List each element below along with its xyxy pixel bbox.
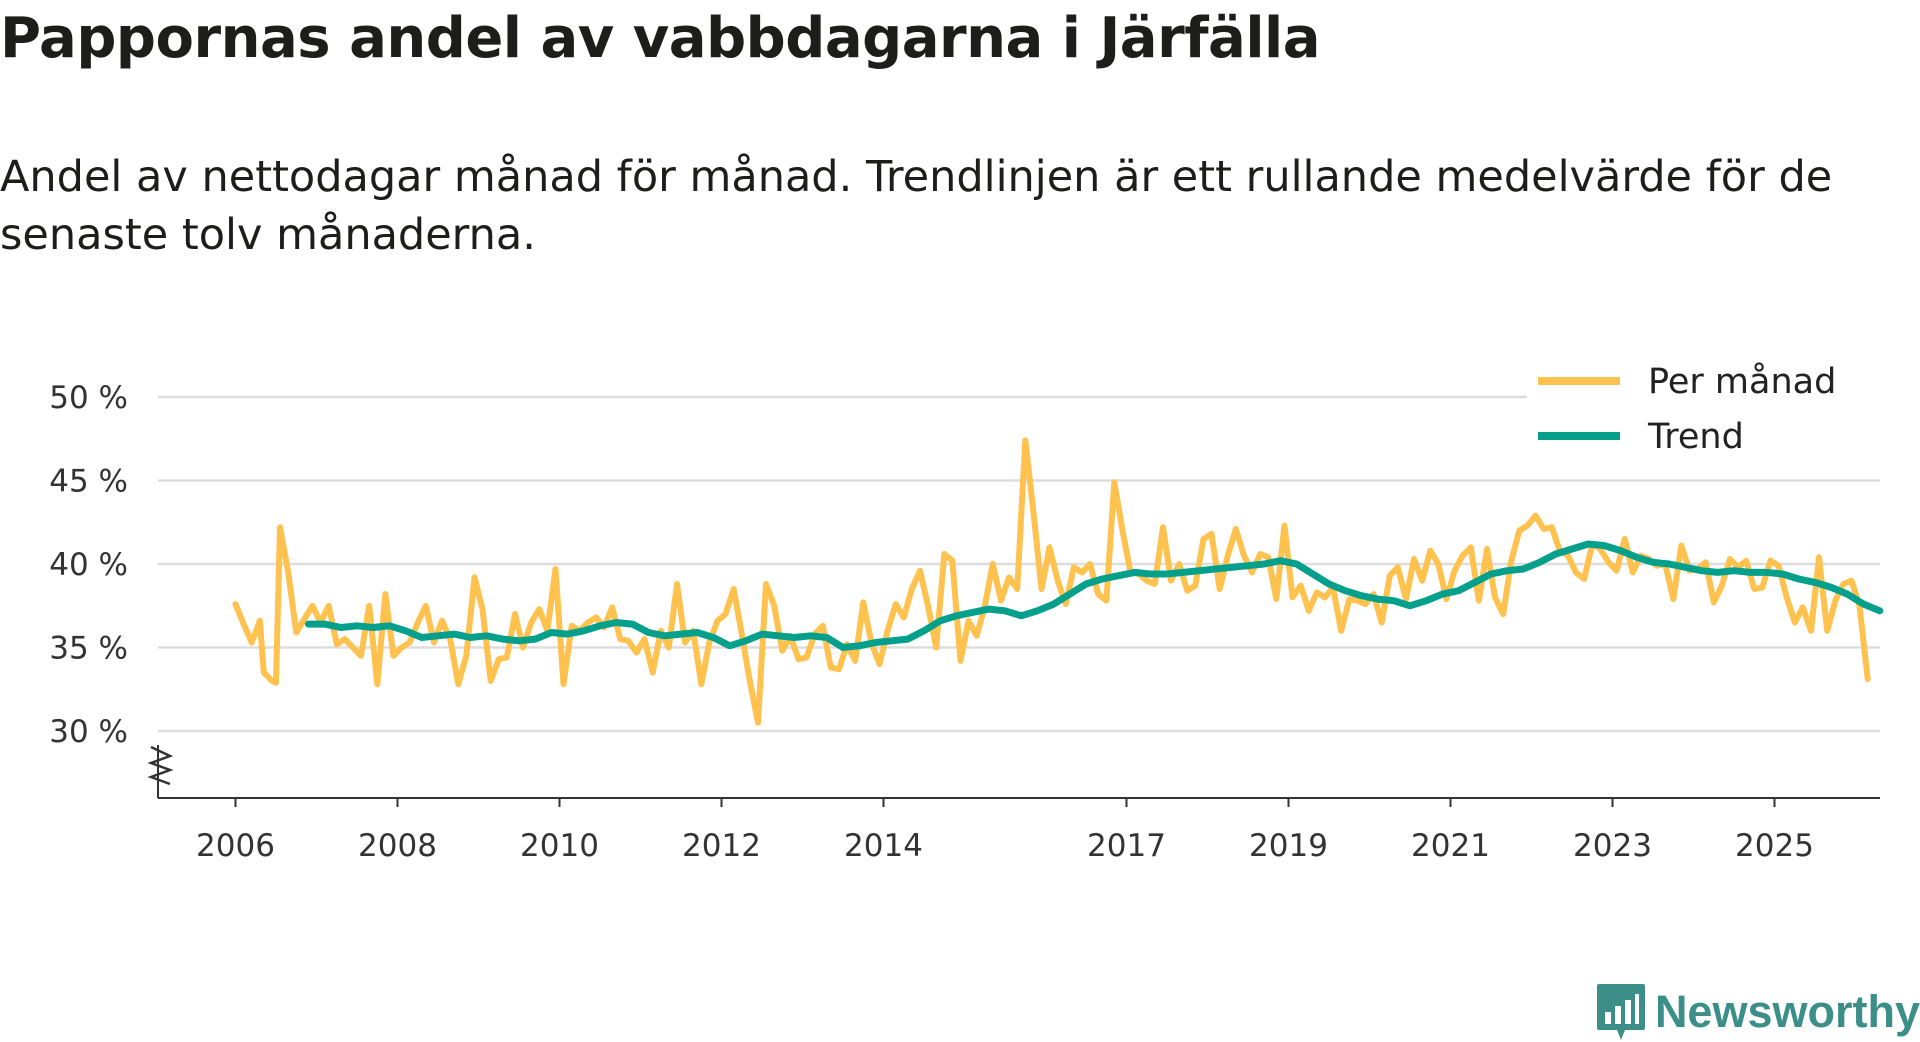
newsworthy-logo: Newsworthy	[1595, 982, 1920, 1042]
x-tick-label: 2023	[1573, 828, 1652, 864]
legend-label-monthly: Per månad	[1648, 361, 1836, 402]
series-line-per-manad	[232, 437, 1871, 726]
x-tick-label: 2008	[358, 828, 437, 864]
chart-title: Pappornas andel av vabbdagarna i Järfäll…	[0, 6, 1321, 71]
series-lines	[232, 437, 1884, 726]
y-axis-ticks: 30 % 35 % 40 % 45 % 50 %	[49, 380, 128, 750]
x-tick-label: 2017	[1087, 828, 1166, 864]
x-tick-label: 2010	[520, 828, 599, 864]
y-tick-label: 35 %	[49, 631, 128, 667]
x-tick-label: 2019	[1249, 828, 1328, 864]
x-tick-label: 2012	[682, 828, 761, 864]
chart-subtitle: Andel av nettodagar månad för månad. Tre…	[0, 152, 1833, 260]
newsworthy-logo-text: Newsworthy	[1654, 986, 1920, 1037]
y-tick-label: 40 %	[49, 547, 128, 583]
x-tick-label: 2014	[844, 828, 923, 864]
series-line-trend	[304, 540, 1884, 651]
legend-label-trend: Trend	[1647, 417, 1744, 457]
y-tick-label: 30 %	[49, 714, 128, 750]
x-tick-label: 2025	[1735, 828, 1814, 864]
y-tick-label: 50 %	[49, 380, 128, 416]
newsworthy-logo-icon	[1596, 984, 1645, 1040]
y-tick-label: 45 %	[49, 464, 128, 500]
x-tick-label: 2006	[196, 828, 275, 864]
x-tick-label: 2021	[1411, 828, 1490, 864]
x-axis: 2006 2008 2010 2012 2014 2017 2019 2021 2023 2025	[147, 745, 1880, 864]
legend-background	[1527, 358, 1883, 468]
axis-break-mark	[147, 745, 174, 786]
legend: Per månad Trend	[1527, 358, 1883, 468]
line-chart: 30 % 35 % 40 % 45 % 50 % 2006 2008 2010 2012 201…	[49, 358, 1884, 864]
